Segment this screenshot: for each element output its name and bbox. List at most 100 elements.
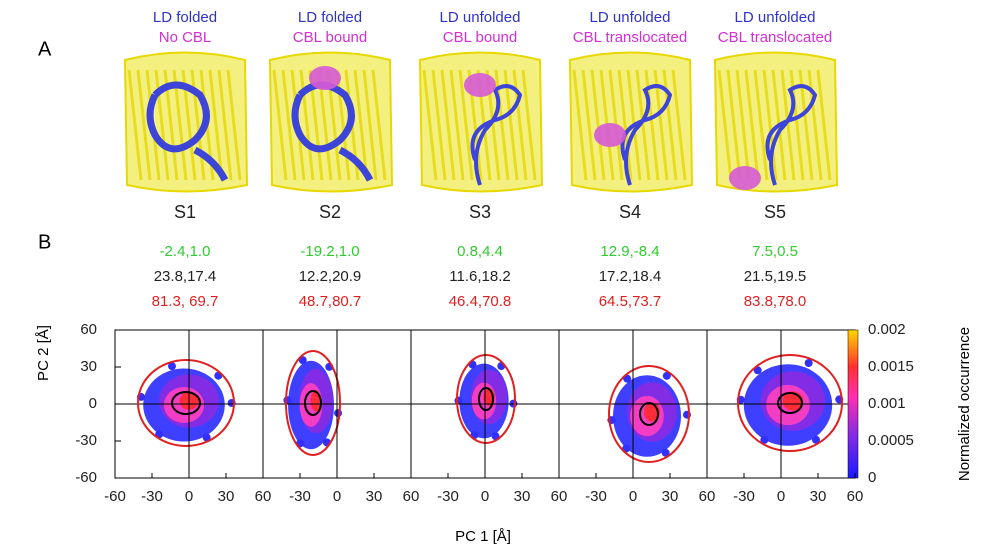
protein-structure	[713, 51, 839, 193]
cbl-molecule	[464, 73, 496, 97]
y-tick-label: 60	[80, 321, 97, 338]
density-speck	[811, 435, 820, 444]
strand	[671, 69, 687, 181]
width-stat: 11.6,18.2	[449, 268, 510, 285]
x-tick-label: -30	[289, 488, 311, 505]
state-name: S5	[764, 202, 786, 222]
x-tick-label: 30	[810, 488, 827, 505]
outer-ellipse	[137, 359, 235, 447]
strand	[362, 69, 378, 181]
strand	[422, 69, 438, 181]
density-speck	[760, 435, 769, 444]
strand	[581, 69, 597, 181]
density-speck	[454, 396, 463, 405]
state-name: S3	[469, 202, 491, 222]
strand	[726, 69, 742, 181]
x-tick-label: 60	[255, 488, 272, 505]
colorbar-tick-label: 0.0005	[868, 432, 914, 449]
x-tick-label: 60	[551, 488, 568, 505]
density-speck	[804, 359, 813, 368]
strand	[735, 69, 751, 181]
width-stat: 23.8,17.4	[154, 268, 217, 285]
center-ellipse	[777, 392, 803, 414]
center-ellipse	[639, 402, 659, 426]
strand	[590, 69, 606, 181]
strand	[272, 69, 288, 181]
density-speck	[662, 371, 671, 380]
width-stat: 17.2,18.4	[599, 268, 662, 285]
density-speck	[202, 433, 211, 442]
colorbar-tick-label: 0.002	[868, 321, 906, 338]
colorbar-tick-label: 0.001	[868, 395, 906, 412]
ld-state: LD folded	[153, 9, 217, 26]
density-speck	[753, 366, 762, 375]
panel-label: A	[38, 38, 52, 60]
strand	[717, 69, 733, 181]
cbl-molecule	[594, 123, 626, 147]
strand	[217, 69, 233, 181]
strand	[127, 69, 143, 181]
density-speck	[167, 362, 176, 371]
x-tick-label: 0	[481, 488, 489, 505]
colorbar-label: Normalized occurrence	[956, 327, 973, 481]
cbl-state: No CBL	[159, 29, 212, 46]
density-speck	[283, 396, 292, 405]
strand	[371, 69, 387, 181]
strand	[431, 69, 447, 181]
ld-domain	[146, 81, 229, 182]
cbl-molecule	[309, 66, 341, 90]
y-tick-label: 30	[80, 358, 97, 375]
density-speck	[334, 409, 343, 418]
colorbar	[847, 329, 859, 479]
center-stat: -2.4,1.0	[160, 243, 211, 260]
state-name: S1	[174, 202, 196, 222]
outer-stat: 83.8,78.0	[744, 293, 807, 310]
strand	[653, 69, 669, 181]
panel-label: B	[38, 231, 51, 253]
center-ellipse	[478, 387, 494, 411]
x-tick-label: 60	[847, 488, 864, 505]
strand	[753, 69, 769, 181]
density-speck	[661, 448, 670, 457]
strand	[226, 69, 242, 181]
x-tick-label: 30	[514, 488, 531, 505]
width-stat: 12.2,20.9	[299, 268, 362, 285]
ld-domain	[765, 84, 818, 186]
outer-ellipse	[608, 365, 690, 463]
strand	[503, 69, 519, 181]
density-speck	[298, 356, 307, 365]
x-tick-label: 30	[366, 488, 383, 505]
state-name: S2	[319, 202, 341, 222]
x-tick-label: 30	[662, 488, 679, 505]
outer-stat: 81.3, 69.7	[152, 293, 219, 310]
x-tick-label: -30	[733, 488, 755, 505]
strand	[440, 69, 456, 181]
cbl-state: CBL bound	[293, 29, 368, 46]
x-tick-label: 60	[403, 488, 420, 505]
cbl-state: CBL translocated	[718, 29, 833, 46]
x-tick-label: -30	[437, 488, 459, 505]
x-tick-label: 30	[218, 488, 235, 505]
cbl-molecule	[729, 166, 761, 190]
center-stat: 12.9,-8.4	[600, 243, 659, 260]
strand	[521, 69, 537, 181]
strand	[572, 69, 588, 181]
strand	[762, 69, 778, 181]
ld-state: LD folded	[298, 9, 362, 26]
x-tick-label: -30	[141, 488, 163, 505]
x-tick-label: -30	[585, 488, 607, 505]
ld-state: LD unfolded	[440, 9, 521, 26]
strand	[617, 69, 633, 181]
x-tick-label: 0	[777, 488, 785, 505]
outer-stat: 48.7,80.7	[299, 293, 362, 310]
x-tick-label: 60	[699, 488, 716, 505]
strand	[353, 69, 369, 181]
cbl-state: CBL bound	[443, 29, 518, 46]
center-stat: 7.5,0.5	[752, 243, 798, 260]
strand	[458, 69, 474, 181]
y-axis-label: PC 2 [Å]	[35, 325, 52, 381]
density-speck	[491, 432, 500, 441]
protein-structure	[568, 51, 694, 193]
x-axis-label: PC 1 [Å]	[455, 528, 511, 545]
